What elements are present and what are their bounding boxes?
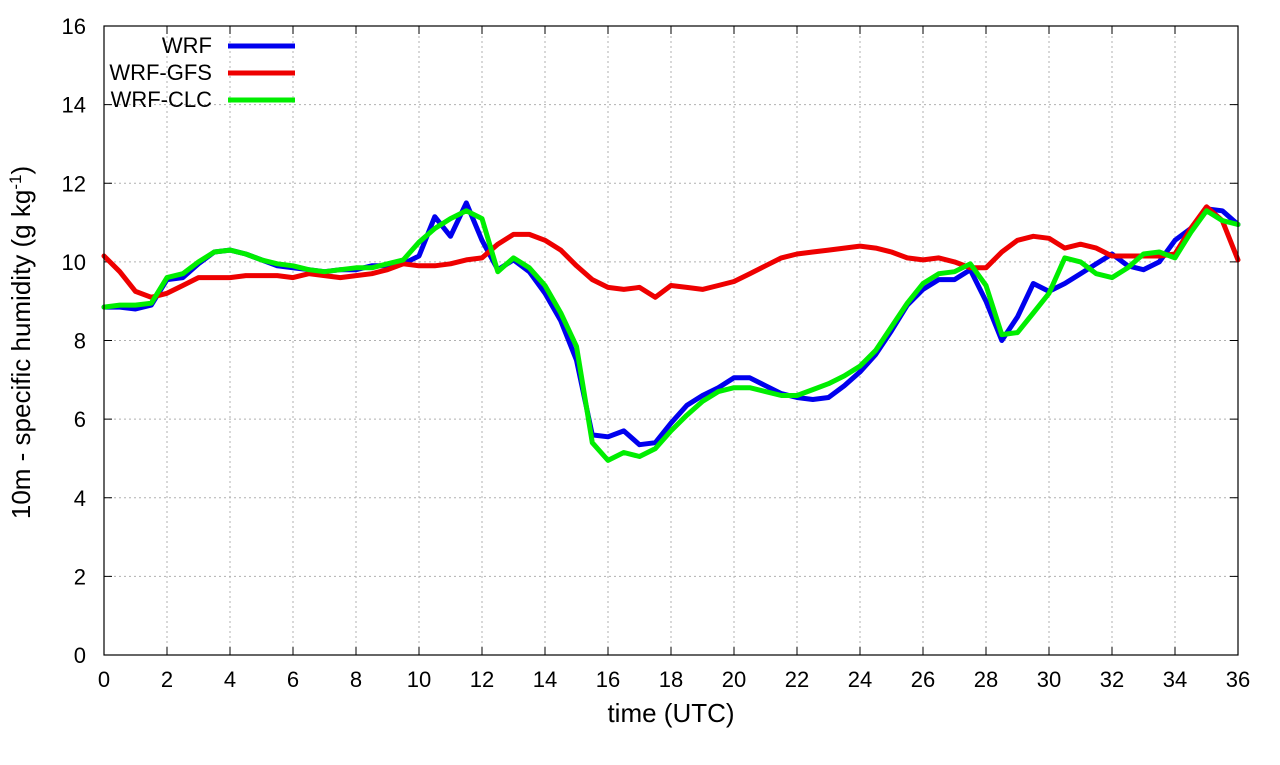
y-tick-label: 12 <box>62 171 86 196</box>
x-tick-label: 26 <box>911 667 935 692</box>
y-axis-title-superscript: -1 <box>6 175 25 190</box>
series-line-wrf-gfs <box>101 204 1241 300</box>
x-tick-label: 10 <box>407 667 431 692</box>
x-tick-label: 30 <box>1037 667 1061 692</box>
plot-frame <box>103 25 1239 656</box>
x-tick-label: 14 <box>533 667 557 692</box>
x-tick-label: 24 <box>848 667 872 692</box>
y-tick-label: 16 <box>62 14 86 39</box>
grid-layer <box>104 26 1238 655</box>
x-tick-label: 4 <box>224 667 236 692</box>
tick-layer: 0 2 4 6 8 10 12 14 16 18 20 22 24 26 28 30 32 34 360246810… <box>62 14 1251 692</box>
x-tick-label: 22 <box>785 667 809 692</box>
x-tick-label: 34 <box>1163 667 1187 692</box>
y-tick-label: 6 <box>74 407 86 432</box>
series-layer <box>101 200 1241 463</box>
x-tick-label: 0 <box>98 667 110 692</box>
y-tick-label: 2 <box>74 564 86 589</box>
legend-label-wrf-clc: WRF-CLC <box>111 87 213 112</box>
x-tick-label: 12 <box>470 667 494 692</box>
x-tick-label: 32 <box>1100 667 1124 692</box>
x-tick-label: 6 <box>287 667 299 692</box>
y-axis-title-prefix: 10m - specific humidity (g kg <box>6 190 36 519</box>
y-tick-label: 4 <box>74 486 86 511</box>
x-axis-title: time (UTC) <box>607 698 734 728</box>
y-tick-label: 0 <box>74 643 86 668</box>
x-tick-label: 16 <box>596 667 620 692</box>
y-axis-title-suffix: ) <box>6 166 36 175</box>
y-tick-label: 8 <box>74 329 86 354</box>
x-tick-label: 28 <box>974 667 998 692</box>
x-tick-label: 36 <box>1226 667 1250 692</box>
x-tick-label: 18 <box>659 667 683 692</box>
y-tick-label: 10 <box>62 250 86 275</box>
x-tick-label: 2 <box>161 667 173 692</box>
legend-label-wrf: WRF <box>162 33 212 58</box>
x-tick-label: 8 <box>350 667 362 692</box>
series-line-wrf <box>101 200 1241 448</box>
x-tick-label: 20 <box>722 667 746 692</box>
legend-label-wrf-gfs: WRF-GFS <box>109 60 212 85</box>
y-tick-label: 14 <box>62 93 86 118</box>
series-line-wrf-clc <box>101 208 1241 463</box>
y-axis-title: 10m - specific humidity (g kg-1) <box>6 166 37 519</box>
